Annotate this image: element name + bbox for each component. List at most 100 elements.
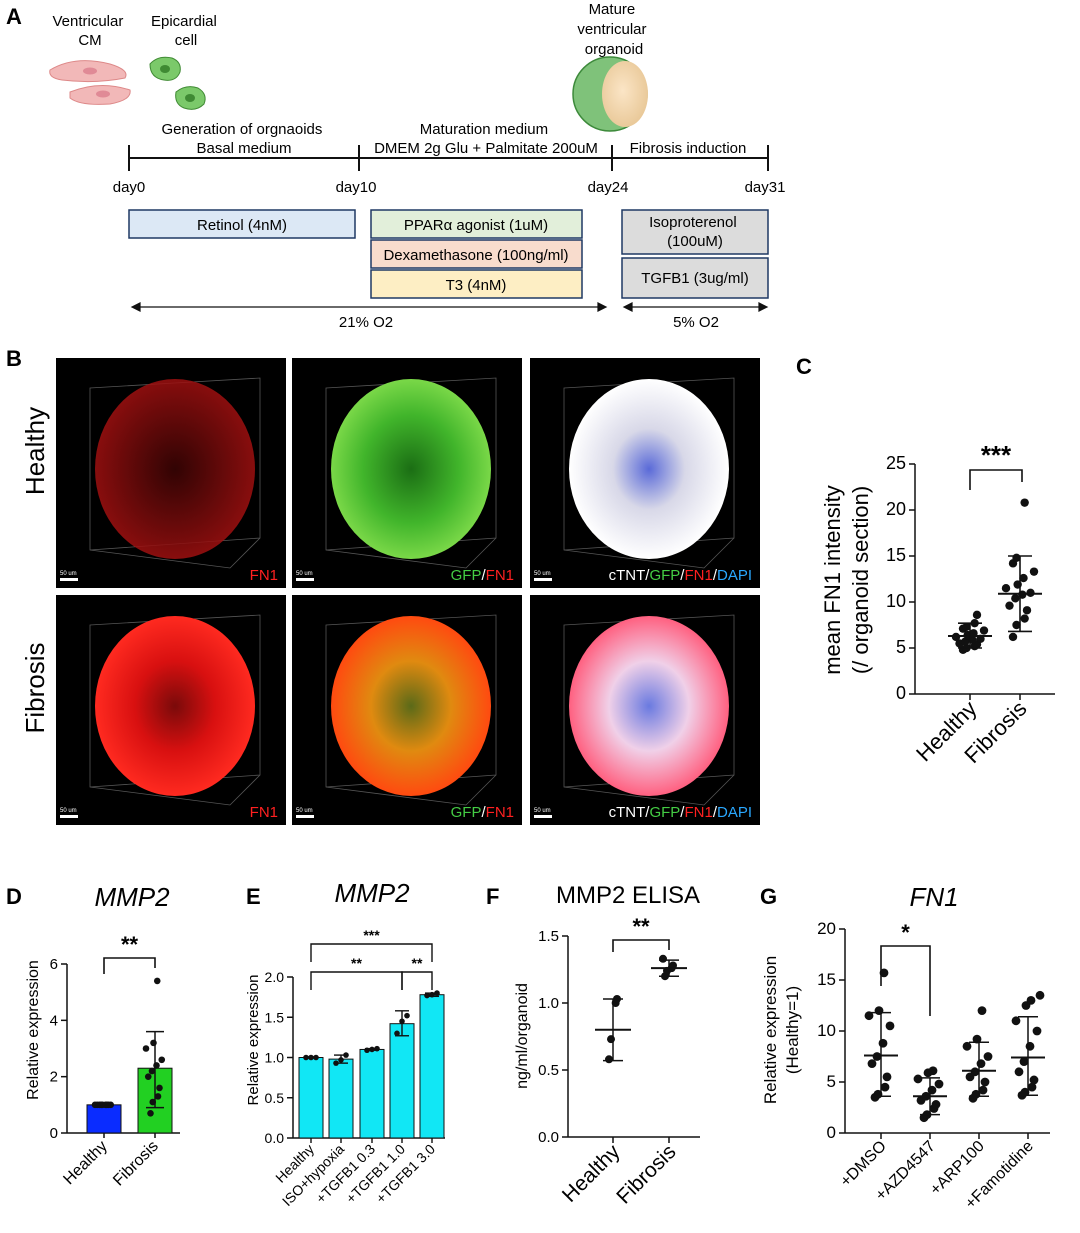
significance-label: ** xyxy=(632,914,650,939)
micrograph-fibrosis-3: 50 um cTNT/GFP/FN1/DAPI xyxy=(530,595,760,825)
stain-caption-part: FN1 xyxy=(250,567,278,584)
significance-label: ** xyxy=(121,932,139,957)
stain-caption-part: / xyxy=(645,567,650,584)
data-point xyxy=(976,1059,986,1069)
bounding-box-frame-base xyxy=(89,774,261,806)
bar xyxy=(328,1058,354,1139)
scale-bar xyxy=(296,578,314,581)
svg-text:Mature ventricular: Mature ventricular organoid xyxy=(577,1,650,58)
bar xyxy=(86,1104,122,1134)
y-tick-label: 2.0 xyxy=(265,969,285,985)
y-tick-label: 0 xyxy=(896,683,906,703)
t3-label: T3 (4nM) xyxy=(446,277,507,294)
data-point xyxy=(150,1039,157,1047)
chart-f: MMP2 ELISA 0.0 0.5 1.0 1.5 ng/ml/organoid Heal… xyxy=(514,882,700,1209)
panel-label-f: F xyxy=(486,884,499,909)
data-point xyxy=(404,1012,410,1019)
data-point xyxy=(1011,594,1020,603)
data-point xyxy=(882,1072,892,1082)
bounding-box-frame-base xyxy=(325,774,497,806)
organoid-signal xyxy=(331,616,491,796)
scale-bar-label: 50 um xyxy=(296,571,313,577)
data-point xyxy=(1001,584,1011,593)
data-point xyxy=(1029,567,1039,576)
y-tick-label: 0.5 xyxy=(265,1090,285,1106)
phase3-label: Fibrosis induction xyxy=(630,140,747,157)
y-axis-label: ng/ml/organoid xyxy=(514,983,531,1089)
stain-caption-part: FN1 xyxy=(486,567,514,584)
data-point xyxy=(962,622,971,632)
significance-label: * xyxy=(901,920,910,945)
phase2-line1: Maturation medium xyxy=(420,121,548,138)
significance-bracket xyxy=(310,971,403,990)
data-point xyxy=(928,1066,938,1076)
significance-label: *** xyxy=(981,440,1012,470)
cell1-line2: CM xyxy=(78,32,101,49)
stain-caption-part: GFP xyxy=(649,804,680,821)
data-point xyxy=(148,1067,156,1075)
row-label-fibrosis: Fibrosis xyxy=(20,642,50,733)
y-tick-label: 1.5 xyxy=(538,928,559,945)
data-point xyxy=(1008,632,1018,642)
organoid-signal xyxy=(569,616,729,796)
x-tick-label: Fibrosis xyxy=(110,1138,162,1190)
data-point xyxy=(927,1085,937,1095)
y-tick-label: 0.0 xyxy=(265,1130,285,1146)
row-label-healthy: Healthy xyxy=(20,407,50,495)
data-point xyxy=(1014,1067,1024,1077)
panel-a: A Ventricular CM Epicardial cell Mature … xyxy=(6,1,785,331)
iso-line2: (100uM) xyxy=(667,233,723,250)
data-point xyxy=(880,1082,890,1092)
cell2-line1: Epicardial xyxy=(151,13,217,30)
data-point xyxy=(972,610,982,620)
epicardial-cell-illustration xyxy=(149,56,206,110)
data-point xyxy=(1020,1087,1030,1097)
phase1-line2: Basal medium xyxy=(196,140,291,157)
data-point xyxy=(605,1055,613,1064)
panel-label-c: C xyxy=(796,354,812,379)
tgfb-label: TGFB1 (3ug/ml) xyxy=(641,270,749,287)
stain-caption-part: cTNT xyxy=(609,567,646,584)
y-tick-label: 1.5 xyxy=(265,1009,285,1025)
chart-title: MMP2 ELISA xyxy=(556,882,700,909)
data-point xyxy=(1020,498,1029,507)
timeline xyxy=(128,145,769,171)
chart-g: FN1 0 5 10 15 20 Relative expression (Healthy=1… xyxy=(761,882,1050,1212)
day-label-24: day24 xyxy=(588,179,629,196)
ventricular-cm-illustration xyxy=(49,60,131,105)
data-point xyxy=(154,1093,162,1100)
micrograph-healthy-1: 50 um FN1 xyxy=(56,358,286,588)
panel-label-b: B xyxy=(6,346,22,371)
data-point xyxy=(961,637,970,646)
significance-bracket xyxy=(612,939,670,952)
data-point xyxy=(1029,1075,1039,1085)
organoid-signal xyxy=(95,379,255,559)
stain-caption-part: DAPI xyxy=(717,567,752,584)
y-tick-label: 15 xyxy=(886,545,906,565)
box-dexamethasone: Dexamethasone (100ng/ml) xyxy=(370,239,583,269)
svg-text:Isoproterenol (100uM): Isoproterenol (100uM) xyxy=(649,214,741,250)
y-tick-label: 6 xyxy=(50,956,58,973)
data-point xyxy=(867,1059,877,1069)
significance-bracket xyxy=(310,943,433,962)
organoid-illustration xyxy=(572,56,648,132)
scale-bar xyxy=(296,815,314,818)
chart-title: MMP2 xyxy=(94,882,170,912)
data-point xyxy=(142,1045,150,1052)
data-point xyxy=(156,1084,163,1092)
y-tick-label: 15 xyxy=(817,970,836,989)
significance-bracket xyxy=(401,971,433,990)
scale-bar-label: 50 um xyxy=(60,808,77,814)
significance-label: ** xyxy=(412,955,423,971)
svg-text:Epicardial cell: Epicardial cell xyxy=(151,13,221,49)
data-point xyxy=(1019,573,1028,583)
stain-caption-part: cTNT xyxy=(609,804,646,821)
organoid-line2: ventricular xyxy=(577,21,646,38)
o2-left-label: 21% O2 xyxy=(339,314,393,331)
panel-label-e: E xyxy=(246,884,261,909)
y-tick-label: 0.0 xyxy=(538,1129,559,1146)
box-tgfb1: TGFB1 (3ug/ml) xyxy=(621,257,769,299)
